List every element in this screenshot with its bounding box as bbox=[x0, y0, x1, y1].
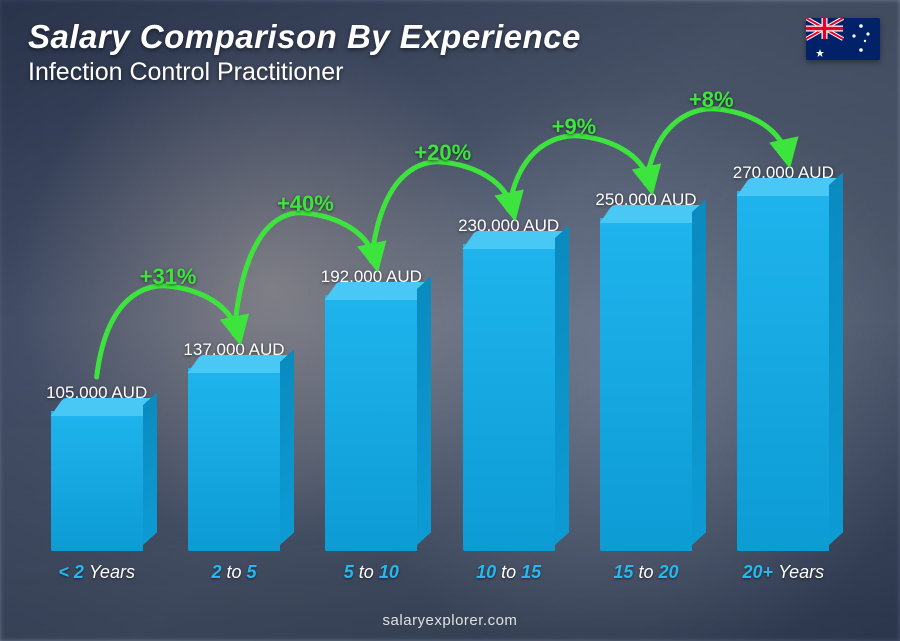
bar-front-face bbox=[188, 368, 280, 551]
bar-top-face bbox=[600, 205, 705, 223]
x-axis-label: 20+ Years bbox=[715, 562, 852, 583]
x-axis-label: 5 to 10 bbox=[303, 562, 440, 583]
bar bbox=[737, 191, 829, 551]
bar bbox=[600, 218, 692, 551]
bar-side-face bbox=[829, 172, 843, 545]
bar-group: 137,000 AUD bbox=[165, 78, 302, 551]
bar-side-face bbox=[280, 349, 294, 545]
bar-group: 105,000 AUD bbox=[28, 78, 165, 551]
header: Salary Comparison By Experience Infectio… bbox=[28, 18, 872, 87]
x-axis-label: < 2 Years bbox=[28, 562, 165, 583]
x-axis-label: 10 to 15 bbox=[440, 562, 577, 583]
bar-group: 250,000 AUD bbox=[577, 78, 714, 551]
x-axis-labels: < 2 Years2 to 55 to 1010 to 1515 to 2020… bbox=[28, 562, 852, 583]
bar-group: 270,000 AUD bbox=[715, 78, 852, 551]
x-axis-label: 15 to 20 bbox=[577, 562, 714, 583]
chart-area: 105,000 AUD137,000 AUD192,000 AUD230,000… bbox=[28, 110, 852, 583]
increment-pct-label: +31% bbox=[140, 264, 197, 290]
bar-front-face bbox=[600, 218, 692, 551]
bar-front-face bbox=[463, 244, 555, 551]
bar-front-face bbox=[51, 411, 143, 551]
bar bbox=[325, 295, 417, 551]
flag-svg bbox=[806, 18, 880, 60]
chart-title: Salary Comparison By Experience bbox=[28, 18, 872, 56]
x-axis-label: 2 to 5 bbox=[165, 562, 302, 583]
bar-top-face bbox=[325, 282, 430, 300]
bar-top-face bbox=[737, 178, 842, 196]
bar bbox=[463, 244, 555, 551]
chart-container: Salary Comparison By Experience Infectio… bbox=[0, 0, 900, 641]
bar-side-face bbox=[417, 276, 431, 545]
bar-front-face bbox=[325, 295, 417, 551]
increment-pct-label: +9% bbox=[552, 114, 597, 140]
bar-top-face bbox=[188, 355, 293, 373]
increment-pct-label: +40% bbox=[277, 191, 334, 217]
footer-attribution: salaryexplorer.com bbox=[0, 612, 900, 629]
increment-pct-label: +8% bbox=[689, 87, 734, 113]
bar bbox=[51, 411, 143, 551]
bar bbox=[188, 368, 280, 551]
bar-top-face bbox=[50, 398, 155, 416]
bar-front-face bbox=[737, 191, 829, 551]
bar-side-face bbox=[555, 225, 569, 545]
increment-pct-label: +20% bbox=[414, 140, 471, 166]
country-flag-australia bbox=[806, 18, 880, 60]
bar-side-face bbox=[692, 199, 706, 545]
bar-top-face bbox=[462, 231, 567, 249]
bar-side-face bbox=[143, 392, 157, 545]
